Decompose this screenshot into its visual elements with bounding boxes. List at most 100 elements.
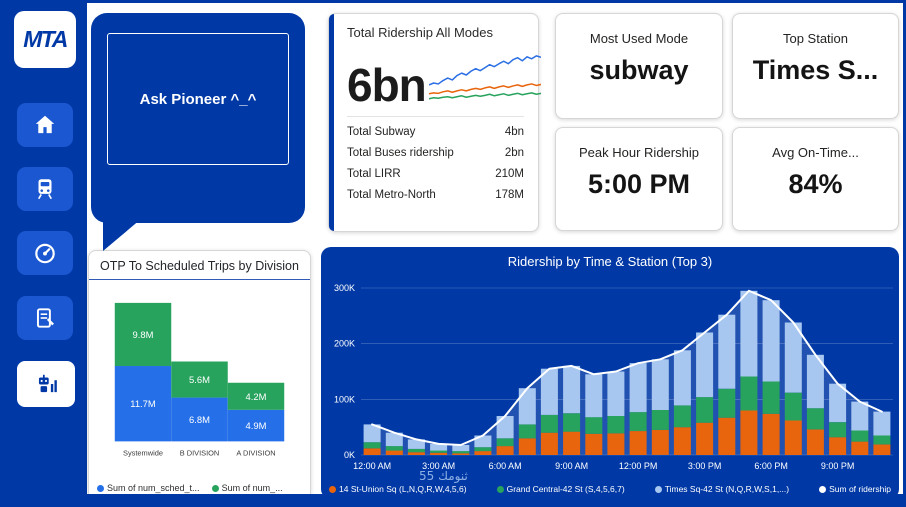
kpi-peak-hour[interactable]: Peak Hour Ridership 5:00 PM <box>555 127 723 231</box>
bar-segment[interactable] <box>407 452 425 455</box>
bar-segment[interactable] <box>227 382 285 410</box>
bar-segment[interactable] <box>696 332 714 398</box>
bar-segment[interactable] <box>873 411 891 436</box>
bar-segment[interactable] <box>518 388 536 425</box>
bar-segment[interactable] <box>651 409 669 430</box>
bar-segment[interactable] <box>740 410 758 456</box>
bar-segment[interactable] <box>496 416 514 439</box>
legend-item[interactable]: Sum of num_... <box>211 483 283 493</box>
bar-segment[interactable] <box>474 435 492 448</box>
bar-segment[interactable] <box>540 368 558 415</box>
bar-segment[interactable] <box>563 365 581 414</box>
kpi-most-used-mode[interactable]: Most Used Mode subway <box>555 13 723 119</box>
bar-segment[interactable] <box>651 429 669 455</box>
bar-segment[interactable] <box>673 427 691 455</box>
bar-segment[interactable] <box>114 302 172 367</box>
otp-chart-card[interactable]: OTP To Scheduled Trips by Division 11.7M… <box>88 250 311 500</box>
bar-segment[interactable] <box>363 442 381 449</box>
bar-segment[interactable] <box>563 413 581 432</box>
bar-segment[interactable] <box>784 420 802 456</box>
bar-segment[interactable] <box>430 443 448 451</box>
bar-segment[interactable] <box>651 359 669 410</box>
bar-segment[interactable] <box>363 448 381 455</box>
bar-segment[interactable] <box>629 412 647 431</box>
ask-pioneer-bubble[interactable]: Ask Pioneer ^_^ <box>91 13 305 251</box>
bar-segment[interactable] <box>762 300 780 382</box>
bar-segment[interactable] <box>762 381 780 414</box>
bar-segment[interactable] <box>851 401 869 431</box>
bar-segment[interactable] <box>385 432 403 447</box>
bar-segment[interactable] <box>784 322 802 393</box>
bar-segment[interactable] <box>452 451 470 454</box>
bar-segment[interactable] <box>873 444 891 455</box>
total-ridership-card[interactable]: Total Ridership All Modes 6bn Total Subw… <box>328 13 541 232</box>
bar-segment[interactable] <box>740 290 758 377</box>
legend-item[interactable]: Grand Central-42 St (S,4,5,6,7) <box>496 484 625 494</box>
bar-segment[interactable] <box>607 433 625 455</box>
bar-segment[interactable] <box>607 416 625 434</box>
bar-segment[interactable] <box>227 409 285 442</box>
bar-segment[interactable] <box>829 437 847 455</box>
bar-segment[interactable] <box>585 433 603 455</box>
bar-segment[interactable] <box>718 417 736 455</box>
otp-funnel-chart[interactable]: 11.7M 9.8M Systemwide 6.8M 5.6M B DIVISION 4.9… <box>89 282 310 464</box>
legend-item[interactable]: Times Sq-42 St (N,Q,R,W,S,1,...) <box>654 484 789 494</box>
kpi-top-station[interactable]: Top Station Times S... <box>732 13 899 119</box>
bar-segment[interactable] <box>171 397 228 442</box>
bar-segment[interactable] <box>385 446 403 451</box>
bar-segment[interactable] <box>518 424 536 439</box>
bar-segment[interactable] <box>540 414 558 433</box>
bar-segment[interactable] <box>496 446 514 455</box>
sidebar-item-trains[interactable] <box>17 167 73 211</box>
bar-segment[interactable] <box>407 439 425 449</box>
sidebar-item-home[interactable] <box>17 103 73 147</box>
bar-segment[interactable] <box>829 422 847 438</box>
legend-item[interactable]: Sum of num_sched_t... <box>97 483 200 493</box>
bar-segment[interactable] <box>718 314 736 389</box>
ridership-stacked-chart[interactable]: 0K 100K 200K 300K 12:00 AM 3:00 AM 6:00 AM 9:00… <box>321 273 899 473</box>
bar-segment[interactable] <box>518 438 536 455</box>
bar-segment[interactable] <box>762 413 780 455</box>
bar-segment[interactable] <box>585 417 603 434</box>
bar-segment[interactable] <box>873 435 891 445</box>
bar-segment[interactable] <box>696 397 714 423</box>
bar-segment[interactable] <box>696 422 714 455</box>
legend-item[interactable]: Sum of ridership <box>819 484 891 494</box>
bar-segment[interactable] <box>563 431 581 455</box>
bar-segment[interactable] <box>540 432 558 455</box>
ridership-time-panel[interactable]: Ridership by Time & Station (Top 3) 0K 10… <box>321 247 899 499</box>
bar-segment[interactable] <box>474 451 492 455</box>
bar-segment[interactable] <box>806 408 824 430</box>
bar-segment[interactable] <box>740 376 758 411</box>
bar-segment[interactable] <box>407 448 425 453</box>
bar-segment[interactable] <box>385 450 403 456</box>
bar-segment[interactable] <box>829 383 847 423</box>
bar-segment[interactable] <box>673 405 691 428</box>
bar-segment[interactable] <box>114 366 172 442</box>
bar-segment[interactable] <box>496 438 514 447</box>
bar-segment[interactable] <box>718 388 736 418</box>
bar-segment[interactable] <box>806 354 824 409</box>
bar-segment[interactable] <box>607 371 625 417</box>
bar-segment[interactable] <box>629 363 647 413</box>
legend-item[interactable]: 14 St-Union Sq (L,N,Q,R,W,4,5,6) <box>329 484 467 494</box>
bar-segment[interactable] <box>585 374 603 418</box>
kpi-title: Peak Hour Ridership <box>579 145 699 160</box>
bar-segment[interactable] <box>851 430 869 442</box>
bar-segment[interactable] <box>452 453 470 455</box>
bar-segment[interactable] <box>452 445 470 452</box>
kpi-on-time[interactable]: Avg On-Time... 84% <box>732 127 899 231</box>
bar-segment[interactable] <box>784 392 802 421</box>
sidebar-item-planner[interactable] <box>17 296 73 340</box>
bar-segment[interactable] <box>430 450 448 453</box>
bar-segment[interactable] <box>673 350 691 406</box>
bar-segment[interactable] <box>474 447 492 452</box>
bar-segment[interactable] <box>171 361 228 398</box>
bar-segment[interactable] <box>851 441 869 455</box>
bar-segment[interactable] <box>430 452 448 455</box>
bar-segment[interactable] <box>363 424 381 443</box>
sidebar-item-performance[interactable] <box>17 231 73 275</box>
sidebar-item-pioneer-bot[interactable] <box>17 361 75 407</box>
bar-segment[interactable] <box>629 431 647 455</box>
bar-segment[interactable] <box>806 429 824 455</box>
